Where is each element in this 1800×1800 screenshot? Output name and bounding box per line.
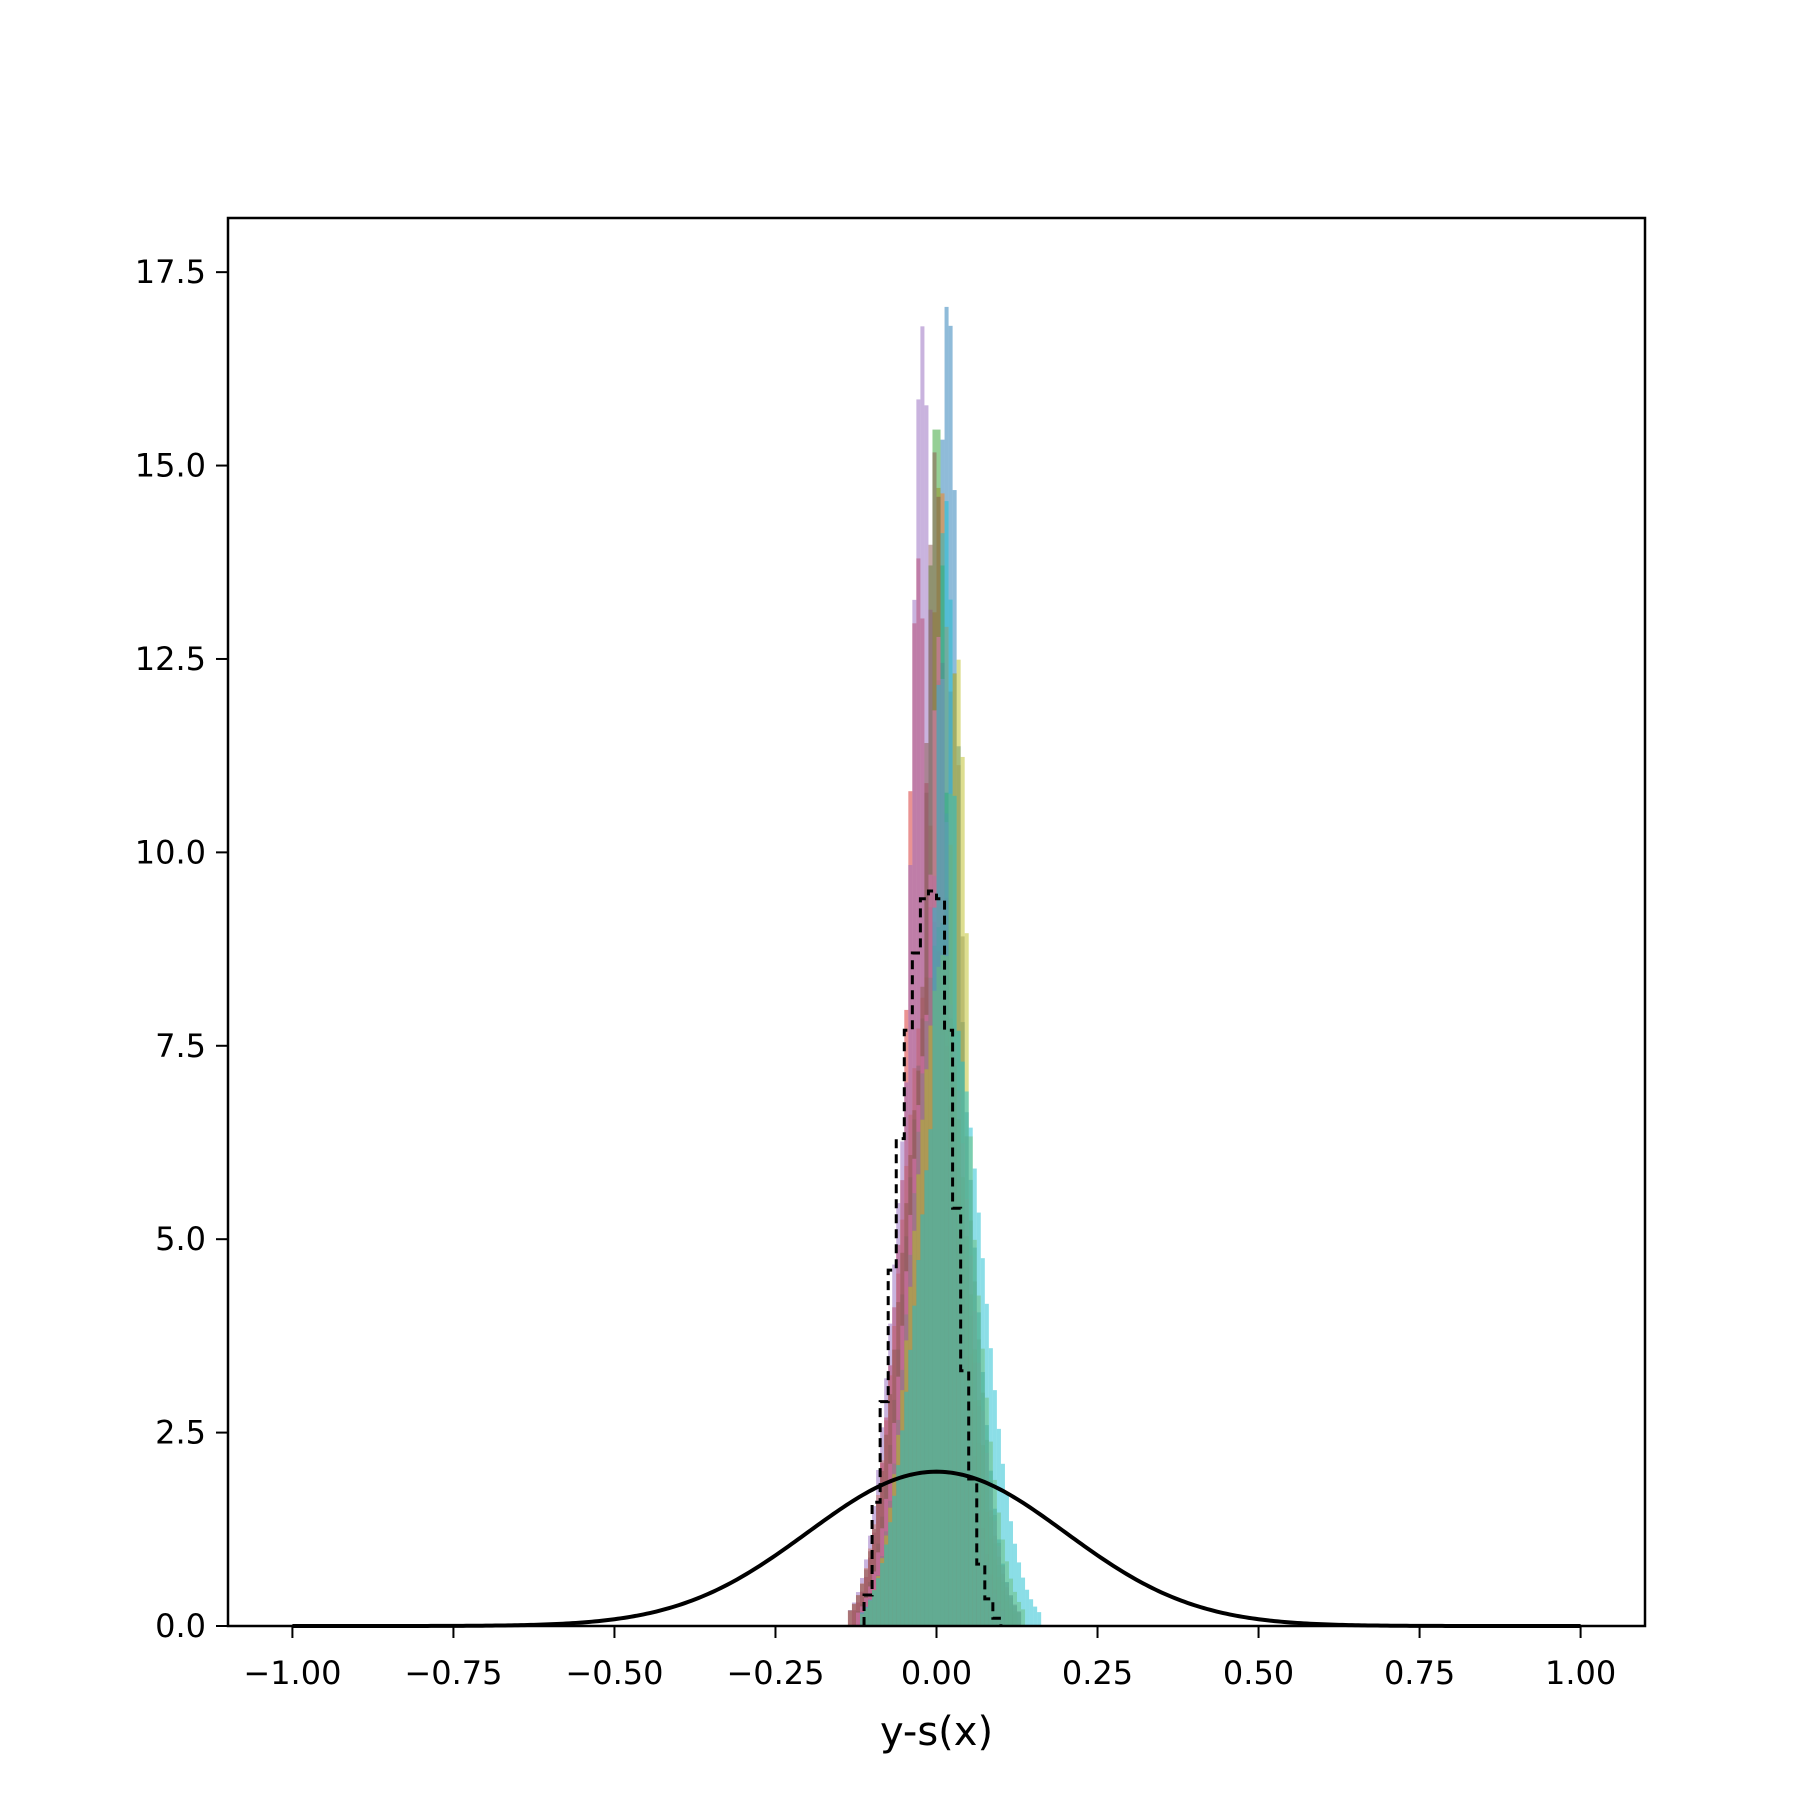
histogram-bar (984, 1303, 989, 1626)
histogram-bar (932, 907, 937, 1626)
histogram-bar (1025, 1589, 1030, 1626)
histogram-bars (847, 306, 1042, 1627)
histogram-bar (888, 1522, 893, 1626)
histogram-bar (948, 599, 953, 1626)
histogram-bar (976, 1212, 981, 1626)
histogram-bar (920, 1214, 925, 1626)
histogram-bar (1021, 1577, 1026, 1626)
histogram-bar (892, 1495, 897, 1626)
histogram-bar (912, 1305, 917, 1626)
y-tick-label: 5.0 (155, 1220, 206, 1258)
histogram-bar (855, 1612, 861, 1626)
histogram-bar (920, 326, 925, 1627)
x-tick-label: −0.75 (404, 1654, 502, 1692)
histogram-bar (868, 1599, 873, 1626)
y-tick-label: 2.5 (155, 1414, 206, 1452)
y-axis-ticks: 0.0 2.5 5.0 7.5 10.0 12.5 15.0 17.5 (135, 253, 228, 1645)
histogram-bar (855, 1595, 861, 1626)
histogram-bar (1004, 1494, 1009, 1626)
y-tick-label: 7.5 (155, 1027, 206, 1065)
x-tick-label: 1.00 (1545, 1654, 1616, 1692)
histogram-bar (952, 795, 957, 1626)
dashed-aggregate-histogram (862, 889, 1003, 1626)
histogram-bar (864, 1569, 869, 1626)
histogram-bar (860, 1583, 865, 1626)
x-tick-label: 0.50 (1223, 1654, 1294, 1692)
histogram-bar (928, 1129, 933, 1626)
histogram-bar (872, 1590, 877, 1626)
histogram-bar (900, 1430, 905, 1626)
histogram-bar (968, 1127, 973, 1626)
histogram-bar (1037, 1612, 1042, 1626)
histogram-bar (880, 1563, 885, 1626)
y-tick-label: 17.5 (135, 253, 206, 291)
y-tick-label: 15.0 (135, 447, 206, 485)
histogram-bar (847, 1610, 852, 1626)
histogram-bar (860, 1612, 865, 1626)
histogram-bar (980, 1258, 985, 1626)
histogram-bar (936, 684, 941, 1626)
histogram-bar (1012, 1543, 1018, 1626)
histogram-bar (916, 1260, 921, 1626)
x-tick-label: 0.75 (1384, 1654, 1455, 1692)
y-tick-label: 0.0 (155, 1607, 206, 1645)
histogram-bar (904, 1391, 909, 1626)
x-tick-label: −1.00 (243, 1654, 341, 1692)
x-axis-ticks: −1.00 −0.75 −0.50 −0.25 0.00 0.25 0.50 0.75 1.00 (243, 1626, 1616, 1692)
histogram-bar (1000, 1463, 1005, 1626)
x-tick-label: −0.50 (565, 1654, 663, 1692)
histogram-bar (896, 1465, 901, 1626)
histogram-bar (988, 1348, 993, 1626)
histogram-bar (884, 1544, 889, 1626)
histogram-bar (1029, 1599, 1034, 1626)
y-tick-label: 10.0 (135, 833, 206, 871)
histogram-bar (864, 1606, 869, 1626)
histogram-bar (1008, 1521, 1013, 1626)
histogram-bar (851, 1603, 856, 1626)
histogram-bar (1017, 1562, 1022, 1626)
histogram-series-9 (860, 501, 1042, 1627)
x-axis-label: y-s(x) (880, 1709, 993, 1755)
histogram-bar (964, 1091, 969, 1626)
x-tick-label: 0.25 (1062, 1654, 1133, 1692)
histogram-bar (916, 399, 921, 1626)
y-tick-label: 12.5 (135, 640, 206, 678)
histogram-bar (876, 1578, 881, 1626)
histogram-bar (960, 1061, 965, 1626)
histogram-bar (908, 1349, 913, 1626)
histogram-bar (924, 1170, 929, 1626)
histogram-bar (996, 1428, 1001, 1626)
histogram-bar (940, 533, 945, 1627)
histogram-bar (956, 1030, 961, 1626)
x-tick-label: −0.25 (726, 1654, 824, 1692)
x-tick-label: 0.00 (901, 1654, 972, 1692)
histogram-bar (972, 1168, 977, 1626)
histogram-bar (1033, 1606, 1038, 1626)
histogram-bar (992, 1390, 997, 1626)
histogram-bar (944, 501, 949, 1626)
